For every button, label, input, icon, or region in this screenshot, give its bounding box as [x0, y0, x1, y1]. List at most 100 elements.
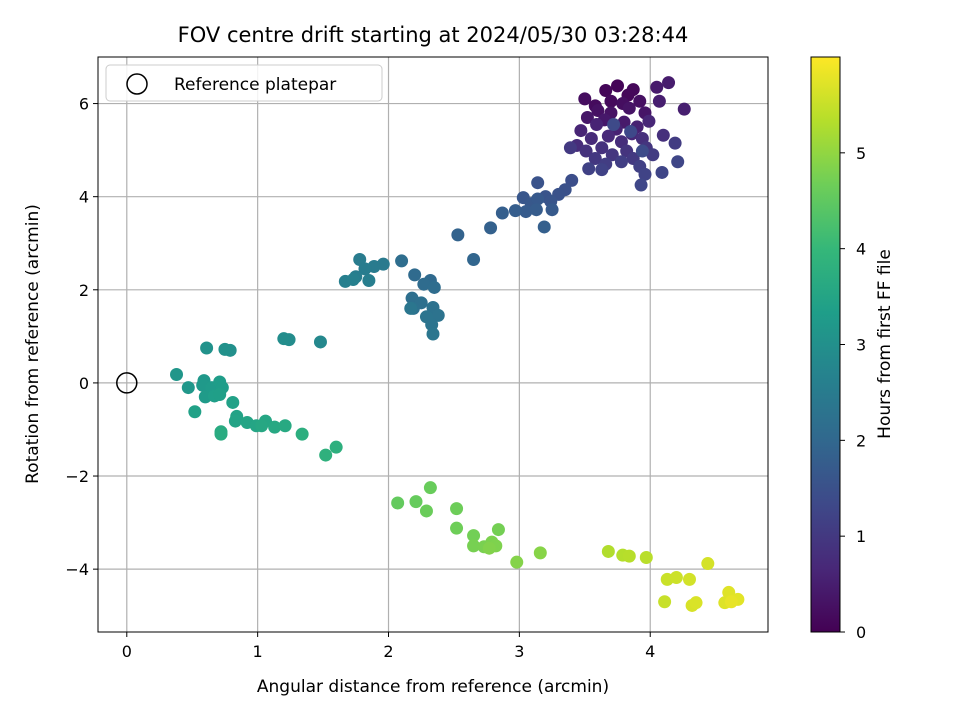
data-point — [277, 332, 291, 346]
data-point — [226, 395, 240, 409]
data-point — [482, 541, 496, 555]
data-point — [638, 167, 652, 181]
grid-lines — [98, 57, 768, 632]
x-axis-ticks: 0 1 2 3 4 — [122, 632, 655, 661]
x-tick-label: 0 — [122, 642, 132, 661]
data-point — [724, 595, 738, 609]
data-point — [682, 572, 696, 586]
data-point — [531, 176, 545, 190]
data-point — [642, 114, 656, 128]
data-point — [491, 523, 505, 537]
data-point — [200, 341, 214, 355]
colorbar-gradient — [810, 56, 841, 633]
colorbar-tick-label: 0 — [856, 623, 866, 642]
y-tick-label: 6 — [79, 95, 89, 114]
data-point — [404, 301, 418, 315]
data-point — [228, 414, 242, 428]
data-point — [278, 419, 292, 433]
data-point — [510, 555, 524, 569]
y-tick-label: −2 — [65, 467, 89, 486]
data-point — [650, 80, 664, 94]
data-point — [319, 448, 333, 462]
legend[interactable]: Reference platepar — [105, 64, 383, 102]
data-point — [677, 102, 691, 116]
colorbar-tick-label: 3 — [856, 336, 866, 355]
data-point — [622, 549, 636, 563]
data-point — [426, 327, 440, 341]
reference-point-marker — [116, 372, 138, 394]
colorbar-tick-label: 5 — [856, 144, 866, 163]
data-point — [431, 308, 445, 322]
data-point — [611, 79, 625, 93]
data-point — [622, 101, 636, 115]
data-point — [579, 144, 593, 158]
chart-title: FOV centre drift starting at 2024/05/30 … — [178, 23, 689, 47]
data-point — [427, 280, 441, 294]
data-point — [181, 381, 195, 395]
y-tick-label: 0 — [79, 374, 89, 393]
data-point — [565, 173, 579, 187]
data-point — [614, 155, 628, 169]
data-points — [116, 76, 745, 612]
data-point — [255, 419, 269, 433]
x-tick-label: 2 — [383, 642, 393, 661]
data-point — [662, 76, 676, 90]
colorbar-ticks: 0 1 2 3 4 5 — [840, 144, 866, 642]
colorbar-tick-label: 1 — [856, 527, 866, 546]
data-point — [652, 94, 666, 108]
data-point — [655, 165, 669, 179]
data-point — [582, 162, 596, 176]
data-point — [213, 388, 227, 402]
colorbar: 0 1 2 3 4 5 Hours from first FF file — [810, 56, 895, 642]
data-point — [346, 273, 360, 287]
data-point — [188, 405, 202, 419]
data-point — [668, 136, 682, 150]
data-point — [451, 228, 465, 242]
y-axis-ticks: −4 −2 0 2 4 6 — [65, 95, 98, 579]
data-point — [595, 163, 609, 177]
data-point — [590, 118, 604, 132]
data-point — [467, 539, 481, 553]
data-point — [607, 118, 621, 132]
legend-box — [105, 64, 383, 102]
data-point — [689, 596, 703, 610]
data-point — [409, 495, 423, 509]
data-point — [658, 595, 672, 609]
data-point — [574, 124, 588, 138]
data-point — [701, 557, 715, 571]
data-point — [604, 94, 618, 108]
x-tick-label: 4 — [645, 642, 655, 661]
data-point — [580, 111, 594, 125]
colorbar-tick-label: 4 — [856, 240, 866, 259]
data-point — [601, 129, 615, 143]
data-point — [484, 221, 498, 235]
colorbar-label: Hours from first FF file — [875, 249, 895, 439]
data-point — [423, 481, 437, 495]
data-point — [295, 427, 309, 441]
data-point — [519, 205, 533, 219]
x-tick-label: 1 — [253, 642, 263, 661]
data-point — [362, 273, 376, 287]
data-point — [545, 203, 559, 217]
data-point — [214, 427, 228, 441]
data-point — [599, 84, 613, 98]
data-point — [605, 148, 619, 162]
data-point — [531, 192, 545, 206]
data-point — [268, 420, 282, 434]
data-point — [591, 104, 605, 118]
data-point — [329, 440, 343, 454]
data-point — [419, 504, 433, 518]
data-point — [467, 253, 481, 267]
data-point — [578, 92, 592, 106]
plot-frame — [97, 56, 769, 633]
colorbar-tick-label: 2 — [856, 431, 866, 450]
data-point — [450, 521, 464, 535]
data-point — [533, 546, 547, 560]
data-point — [537, 220, 551, 234]
data-point — [218, 342, 232, 356]
data-point — [601, 544, 615, 558]
data-point — [669, 571, 683, 585]
data-point — [646, 148, 660, 162]
data-point — [358, 262, 372, 276]
